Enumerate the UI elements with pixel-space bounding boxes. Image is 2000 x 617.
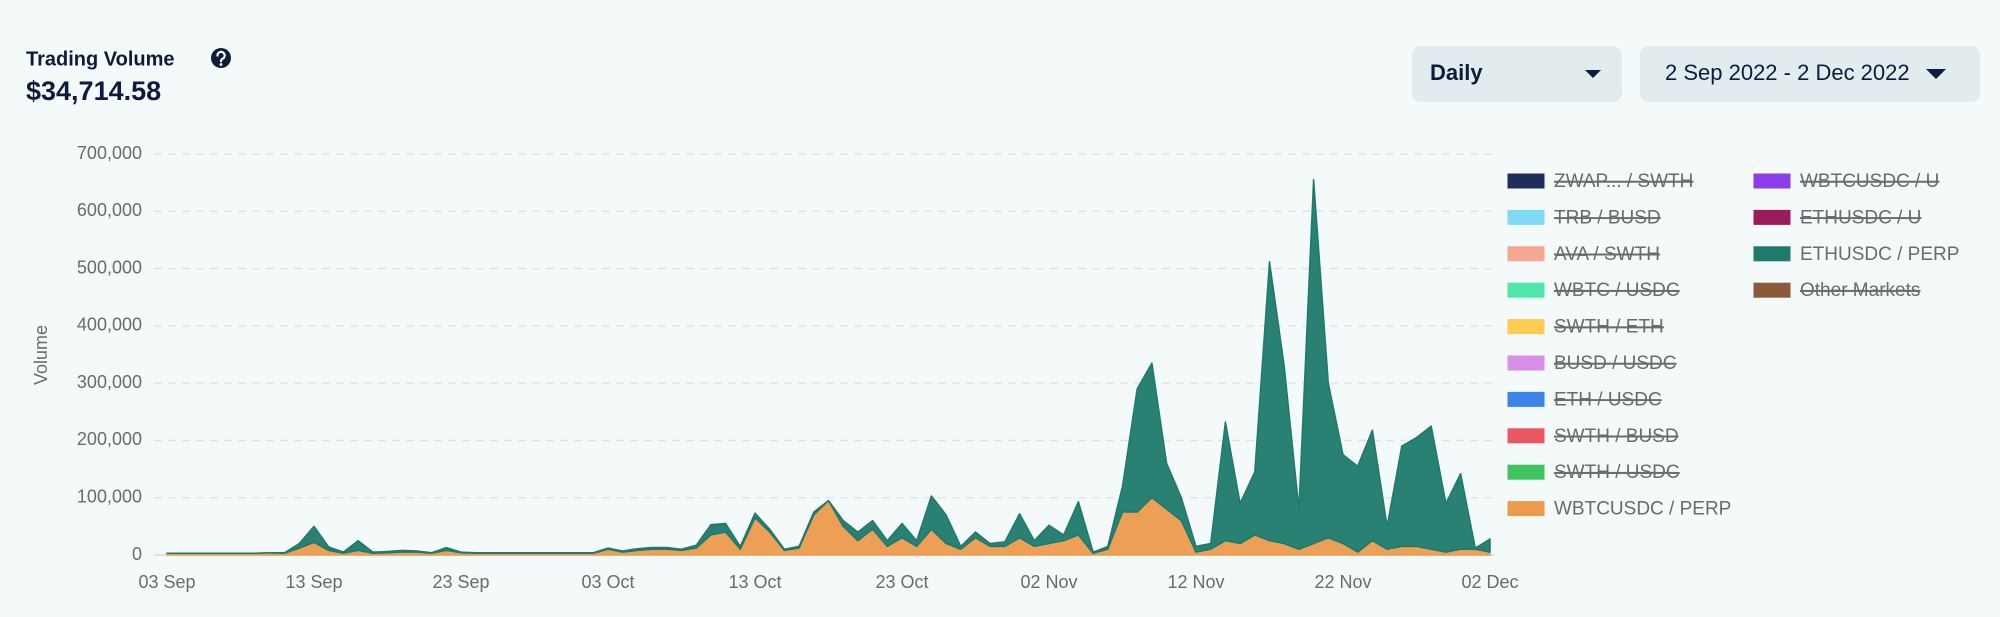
legend-item[interactable]: ETHUSDC / PERP	[1753, 244, 1959, 265]
x-tick-label: 13 Sep	[285, 572, 342, 592]
legend-item[interactable]: WBTCUSDC / U	[1753, 171, 1940, 192]
legend-item[interactable]: ZWAP... / SWTH	[1507, 171, 1694, 192]
legend-label: ETHUSDC / PERP	[1800, 244, 1959, 265]
legend-item[interactable]: BUSD / USDC	[1507, 353, 1677, 374]
legend-swatch	[1753, 209, 1791, 225]
x-tick-label: 23 Oct	[875, 572, 928, 592]
legend-swatch	[1753, 282, 1791, 298]
legend-item[interactable]: ETHUSDC / U	[1753, 207, 1922, 228]
y-tick-label: 300,000	[77, 372, 142, 392]
legend-swatch	[1507, 246, 1545, 262]
area	[166, 179, 1491, 555]
panel-title: Trading Volume	[26, 48, 175, 70]
y-axis-label: Volume	[31, 325, 51, 385]
legend: ZWAP... / SWTH TRB / BUSD AVA / SWTH WBTC /…	[1507, 171, 1959, 520]
legend-item[interactable]: ETH / USDC	[1507, 389, 1662, 410]
y-tick-label: 100,000	[77, 486, 142, 506]
legend-item[interactable]: WBTC / USDC	[1507, 280, 1680, 301]
legend-swatch	[1507, 282, 1545, 298]
y-tick-label: 700,000	[77, 143, 142, 163]
legend-swatch	[1507, 428, 1545, 444]
y-tick-label: 600,000	[77, 200, 142, 220]
x-tick-label: 13 Oct	[728, 572, 781, 592]
legend-item[interactable]: Other Markets	[1753, 280, 1921, 301]
legend-item[interactable]: TRB / BUSD	[1507, 207, 1661, 228]
legend-item[interactable]: SWTH / ETH	[1507, 317, 1664, 338]
legend-swatch	[1507, 173, 1545, 189]
legend-item[interactable]: AVA / SWTH	[1507, 244, 1660, 265]
x-tick-label: 02 Nov	[1020, 572, 1077, 592]
x-tick-label: 03 Sep	[138, 572, 195, 592]
legend-swatch	[1507, 501, 1545, 517]
interval-dropdown[interactable]: Daily	[1412, 46, 1622, 102]
x-tick-label: 02 Dec	[1461, 572, 1518, 592]
legend-swatch	[1507, 355, 1545, 371]
legend-swatch	[1753, 246, 1791, 262]
y-tick-label: 200,000	[77, 429, 142, 449]
y-tick-label: 400,000	[77, 315, 142, 335]
legend-item[interactable]: SWTH / USDC	[1507, 462, 1680, 483]
y-tick-label: 0	[132, 544, 142, 564]
date-range-value: 2 Sep 2022 - 2 Dec 2022	[1665, 60, 1910, 85]
axes: 0 100,000 200,000 300,000 400,000 500,000 600,…	[77, 143, 1519, 592]
legend-item[interactable]: WBTCUSDC / PERP	[1507, 499, 1731, 520]
legend-swatch	[1507, 209, 1545, 225]
x-tick-label: 12 Nov	[1167, 572, 1224, 592]
plot-area	[166, 179, 1491, 556]
interval-value: Daily	[1430, 60, 1483, 85]
date-range-dropdown[interactable]: 2 Sep 2022 - 2 Dec 2022	[1640, 46, 1980, 102]
total-volume: $34,714.58	[26, 76, 161, 106]
help-icon[interactable]	[211, 48, 231, 68]
x-tick-label: 22 Nov	[1314, 572, 1371, 592]
x-tick-label: 03 Oct	[581, 572, 634, 592]
legend-swatch	[1753, 173, 1791, 189]
x-tick-label: 23 Sep	[432, 572, 489, 592]
legend-swatch	[1507, 464, 1545, 480]
legend-swatch	[1507, 319, 1545, 335]
legend-swatch	[1507, 391, 1545, 407]
y-tick-label: 500,000	[77, 257, 142, 277]
legend-item[interactable]: SWTH / BUSD	[1507, 426, 1679, 447]
legend-label: WBTCUSDC / PERP	[1554, 499, 1731, 520]
